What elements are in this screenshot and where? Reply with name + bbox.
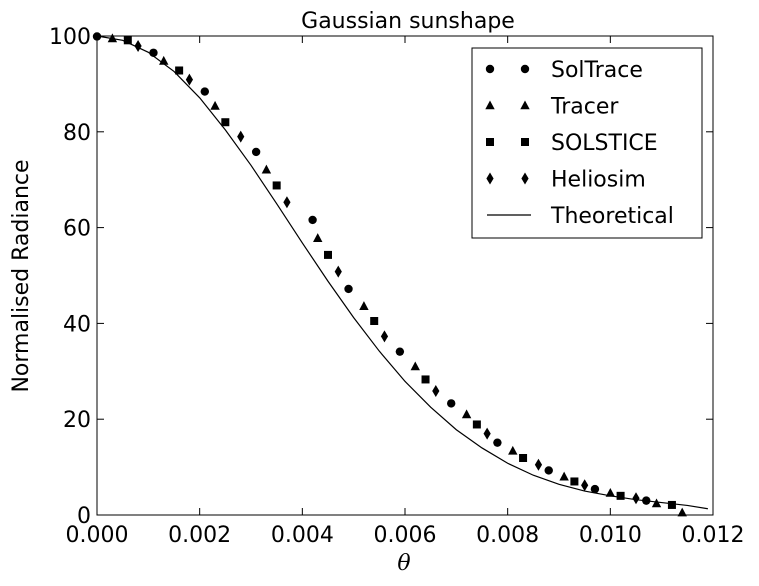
legend-label-soltrace: SolTrace xyxy=(551,58,643,83)
y-tick-label: 0 xyxy=(77,504,91,529)
data-point-heliosim xyxy=(283,196,291,209)
x-axis-label: θ xyxy=(397,551,410,576)
legend-marker-soltrace xyxy=(520,64,530,74)
data-point-heliosim xyxy=(632,492,640,505)
data-point-tracer xyxy=(605,487,616,497)
data-point-tracer xyxy=(461,409,472,419)
data-point-soltrace xyxy=(590,484,600,494)
data-point-tracer xyxy=(651,498,662,508)
legend-marker-heliosim xyxy=(486,172,494,185)
data-point-tracer xyxy=(508,445,518,455)
data-point-tracer xyxy=(159,55,169,65)
data-point-solstice xyxy=(667,500,676,509)
data-point-solstice xyxy=(221,118,230,127)
legend-label-theoretical: Theoretical xyxy=(550,204,674,229)
x-tick-label: 0.000 xyxy=(66,523,129,548)
x-tick-label: 0.006 xyxy=(374,523,437,548)
data-point-heliosim xyxy=(432,384,440,397)
data-point-soltrace xyxy=(544,466,553,475)
data-point-soltrace xyxy=(493,438,502,447)
data-point-solstice xyxy=(175,66,184,75)
data-point-heliosim xyxy=(134,40,142,53)
data-point-solstice xyxy=(519,453,528,462)
x-tick-label: 0.012 xyxy=(682,523,745,548)
legend-marker-solstice xyxy=(521,138,529,146)
data-point-solstice xyxy=(370,317,379,326)
data-point-heliosim xyxy=(534,458,543,471)
y-tick-label: 80 xyxy=(63,121,91,146)
plot-area: 0.000 0.002 0.004 0.006 0.008 0.010 0.012 0 20 40… xyxy=(49,25,744,548)
data-point-tracer xyxy=(107,33,118,43)
y-tick-label: 100 xyxy=(49,25,91,50)
data-point-tracer xyxy=(677,507,687,517)
legend: SolTrace Tracer SOLSTICE Heliosim Theoretica… xyxy=(471,47,703,239)
legend-label-heliosim: Heliosim xyxy=(551,168,646,193)
data-point-tracer xyxy=(210,100,220,110)
x-tick-label: 0.008 xyxy=(476,523,539,548)
data-point-solstice xyxy=(123,36,132,45)
data-point-heliosim xyxy=(581,479,589,492)
x-tick-label: 0.002 xyxy=(168,523,231,548)
y-axis-label: Normalised Radiance xyxy=(9,159,34,392)
data-point-soltrace xyxy=(251,147,261,157)
data-point-soltrace xyxy=(344,284,353,294)
data-point-tracer xyxy=(261,164,272,174)
data-point-tracer xyxy=(410,361,420,371)
legend-label-tracer: Tracer xyxy=(550,95,619,120)
data-point-solstice xyxy=(272,181,281,190)
data-point-heliosim xyxy=(185,73,193,86)
data-point-tracer xyxy=(313,233,323,242)
legend-marker-tracer xyxy=(485,100,495,110)
data-point-heliosim xyxy=(334,265,342,278)
data-point-tracer xyxy=(559,471,569,481)
x-tick-label: 0.004 xyxy=(271,523,334,548)
legend-marker-heliosim xyxy=(521,172,529,185)
data-point-tracer xyxy=(359,301,369,310)
y-tick-label: 60 xyxy=(63,217,91,242)
data-point-heliosim xyxy=(483,427,491,440)
data-point-solstice xyxy=(421,375,430,384)
legend-marker-tracer xyxy=(520,100,530,110)
data-point-soltrace xyxy=(642,496,651,505)
data-point-soltrace xyxy=(395,347,405,356)
data-point-soltrace xyxy=(92,32,102,41)
data-point-soltrace xyxy=(447,399,456,408)
legend-label-solstice: SOLSTICE xyxy=(551,131,658,156)
data-point-solstice xyxy=(570,477,579,486)
data-point-soltrace xyxy=(149,48,158,57)
x-tick-label: 0.010 xyxy=(579,523,642,548)
data-point-solstice xyxy=(472,420,481,429)
legend-marker-solstice xyxy=(486,138,494,146)
chart-title: Gaussian sunshape xyxy=(301,9,515,34)
data-point-soltrace xyxy=(308,215,317,225)
y-tick-label: 40 xyxy=(63,312,91,337)
data-point-soltrace xyxy=(200,87,209,96)
data-point-heliosim xyxy=(237,130,245,143)
y-tick-label: 20 xyxy=(63,408,91,433)
legend-box xyxy=(471,47,703,239)
legend-marker-soltrace xyxy=(485,64,495,74)
data-point-heliosim xyxy=(380,330,389,343)
data-point-solstice xyxy=(616,491,625,500)
data-point-solstice xyxy=(324,250,332,259)
